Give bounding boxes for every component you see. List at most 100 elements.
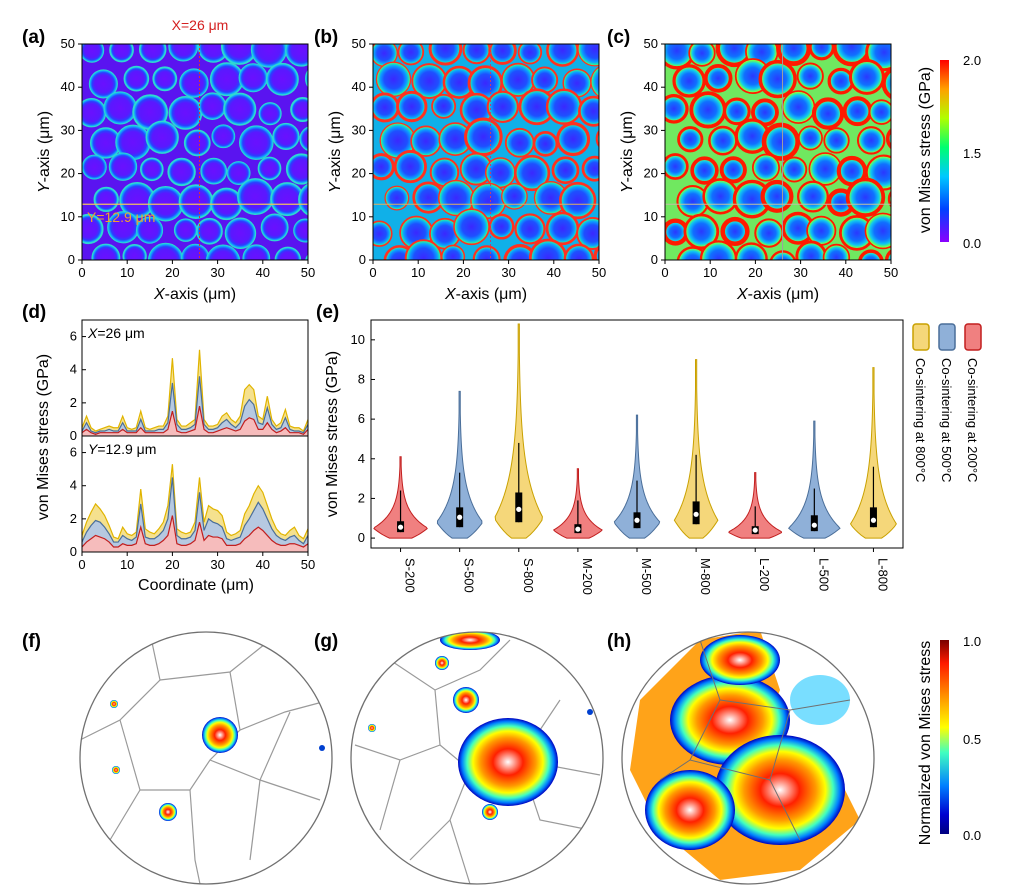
x-tick-label: 0 xyxy=(661,265,668,280)
grain xyxy=(440,244,466,260)
grain xyxy=(237,178,274,216)
violin-body xyxy=(728,472,783,539)
violin-median xyxy=(634,517,640,523)
y-tick-label: 0 xyxy=(70,544,77,559)
profile-label: Y=12.9 μm xyxy=(88,441,156,457)
colorbar-top-tick: 0.0 xyxy=(963,236,981,251)
grain xyxy=(108,152,138,181)
grain xyxy=(722,97,751,126)
panel-label-e: (e) xyxy=(316,302,339,323)
panel-label-c: (c) xyxy=(607,27,630,48)
y-tick-label: 0 xyxy=(68,252,75,267)
grain xyxy=(168,44,199,62)
x-tick-label: 10 xyxy=(120,265,134,280)
grain xyxy=(285,153,308,185)
grain xyxy=(305,254,308,260)
grain xyxy=(868,99,891,125)
grain xyxy=(703,64,733,93)
stress-map-a xyxy=(81,43,309,261)
grain xyxy=(488,213,515,240)
stress-hotspot xyxy=(453,687,479,713)
violin-category-label: L-800 xyxy=(875,558,890,591)
profile-band xyxy=(82,406,308,436)
stress-hotspot xyxy=(435,656,449,670)
grain xyxy=(136,216,164,244)
legend-label: Co-sintering at 500°C xyxy=(939,358,954,482)
x-axis-rest: -axis (μm) xyxy=(456,286,527,303)
profile-line xyxy=(81,464,309,540)
grain xyxy=(147,242,184,260)
grain xyxy=(517,44,543,65)
y-tick-label: 0 xyxy=(359,252,366,267)
grain-stress-map-f xyxy=(79,631,333,885)
grain xyxy=(93,186,119,213)
y-axis-rest: -axis (μm) xyxy=(36,111,53,182)
map-f-outline xyxy=(79,631,333,885)
colorbar-bottom-tick: 0.5 xyxy=(963,732,981,747)
grain xyxy=(688,44,716,67)
grain xyxy=(373,92,400,123)
y-tick-label: 10 xyxy=(61,209,75,224)
stress-hotspots-f xyxy=(110,700,325,821)
grain xyxy=(504,127,535,158)
violin-body xyxy=(849,367,897,539)
grain xyxy=(514,213,546,245)
grain xyxy=(272,122,300,150)
grain xyxy=(677,126,704,153)
x-tick-label: 40 xyxy=(547,265,561,280)
map-y-axis-title: Y-axis (μm) xyxy=(619,111,636,193)
x-tick-label: 20 xyxy=(165,557,179,572)
grain xyxy=(122,244,147,260)
x-axis-var: X xyxy=(153,286,166,303)
grain xyxy=(590,66,599,98)
x-tick-label: 50 xyxy=(592,265,606,280)
grain xyxy=(563,243,595,260)
y-line-label: Y=12.9 μm xyxy=(87,209,155,225)
legend-label: Co-sintering at 200°C xyxy=(965,358,980,482)
grain xyxy=(761,122,801,161)
y-tick-label: 20 xyxy=(61,166,75,181)
grain xyxy=(796,180,829,213)
grain xyxy=(578,95,599,127)
grain xyxy=(864,212,891,250)
grain xyxy=(209,62,244,97)
grain xyxy=(884,249,891,260)
colorbar-top: 2.0 1.5 0.0 von Mises stress (GPa) xyxy=(917,53,981,251)
grain xyxy=(672,64,706,98)
grain xyxy=(397,44,425,66)
panel-label-f: (f) xyxy=(22,631,41,652)
violin-body xyxy=(494,323,543,539)
x-tick-label: 20 xyxy=(748,265,762,280)
violin-category-label: S-500 xyxy=(462,558,477,593)
stress-hotspot xyxy=(110,700,118,708)
grain xyxy=(781,156,808,183)
grain xyxy=(453,208,490,246)
grain xyxy=(689,91,727,129)
grain xyxy=(781,90,816,124)
grain xyxy=(250,44,288,68)
violin-body xyxy=(436,390,483,539)
grain xyxy=(845,177,886,218)
x-tick-label: 20 xyxy=(456,265,470,280)
grain xyxy=(593,245,599,260)
stress-hotspot xyxy=(112,766,120,774)
grain xyxy=(91,243,121,260)
x-tick-label: 30 xyxy=(793,265,807,280)
violin-body xyxy=(673,359,719,539)
y-tick-label: 30 xyxy=(352,122,366,137)
grain xyxy=(808,44,835,61)
grain xyxy=(719,156,747,184)
grain-boundaries-g xyxy=(354,639,601,884)
violin-median xyxy=(693,511,699,517)
grain xyxy=(290,97,308,123)
grain xyxy=(683,213,720,250)
grain xyxy=(702,178,739,215)
violin-category-label: M-500 xyxy=(639,558,654,595)
grain xyxy=(848,59,885,95)
grain xyxy=(751,153,780,182)
violin-median xyxy=(752,527,758,533)
grain xyxy=(581,155,599,182)
x-tick-label: 30 xyxy=(210,557,224,572)
